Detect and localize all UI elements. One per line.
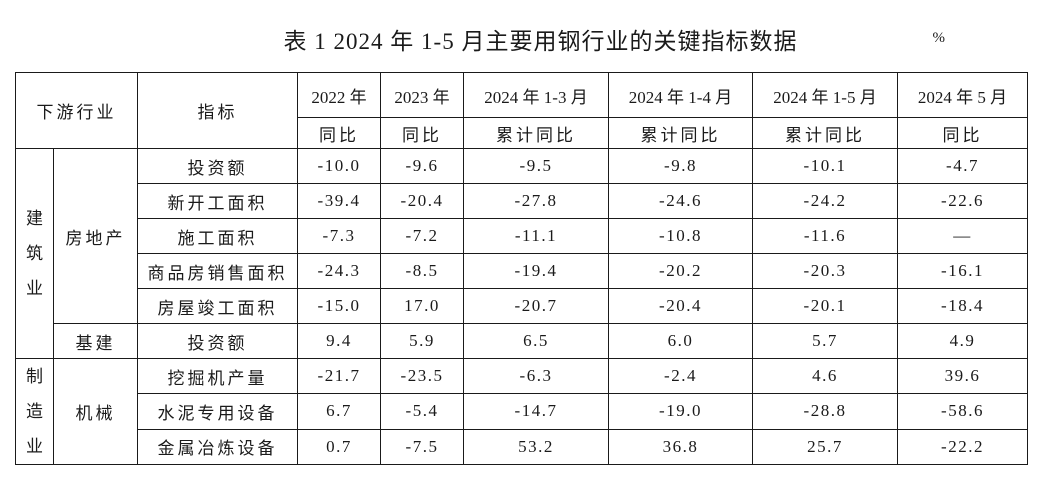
indicator-cell: 施工面积 xyxy=(137,218,298,254)
col-header-2024-5: 2024 年 5 月 xyxy=(897,72,1028,118)
table-title: 表 1 2024 年 1-5 月主要用钢行业的关键指标数据 xyxy=(283,29,798,54)
value-cell: -15.0 xyxy=(297,288,381,324)
table-row: 新开工面积 -39.4 -20.4 -27.8 -24.6 -24.2 -22.… xyxy=(16,183,1028,219)
value-cell: -9.8 xyxy=(608,148,753,184)
value-cell: 9.4 xyxy=(297,323,381,359)
value-cell: 4.9 xyxy=(897,323,1028,359)
industry-group-construction: 建筑业 xyxy=(15,148,54,359)
value-cell: -9.5 xyxy=(463,148,609,184)
value-cell: 5.7 xyxy=(752,323,898,359)
value-cell: -8.5 xyxy=(380,253,464,289)
value-cell: -14.7 xyxy=(463,393,609,430)
col-header-2022: 2022 年 xyxy=(297,72,381,118)
value-cell: -20.4 xyxy=(608,288,753,324)
header-row-periods: 下游行业 指标 2022 年 2023 年 2024 年 1-3 月 2024 … xyxy=(15,72,1028,149)
value-cell: 4.6 xyxy=(752,357,898,395)
value-cell: -24.3 xyxy=(297,253,381,289)
sub-industry-infrastructure: 基建 xyxy=(53,323,138,359)
value-cell: 6.0 xyxy=(608,323,753,359)
subheader-yoy-2023: 同比 xyxy=(380,117,464,149)
table-row: 水泥专用设备 6.7 -5.4 -14.7 -19.0 -28.8 -58.6 xyxy=(16,393,1028,430)
value-cell: -7.3 xyxy=(297,218,381,254)
value-cell: -10.0 xyxy=(297,148,381,184)
table-row: 金属冶炼设备 0.7 -7.5 53.2 36.8 25.7 -22.2 xyxy=(16,428,1028,466)
value-cell: -18.4 xyxy=(897,288,1028,324)
indicator-cell: 新开工面积 xyxy=(137,183,298,219)
table-row: 建筑业 房地产 投资额 -10.0 -9.6 -9.5 -9.8 -10.1 -… xyxy=(15,148,1028,359)
value-cell: -58.6 xyxy=(897,393,1028,430)
sub-industry-real-estate: 房地产 xyxy=(53,148,138,324)
indicator-cell: 投资额 xyxy=(137,148,298,184)
unit-percent-label: % xyxy=(932,30,946,46)
value-cell: -23.5 xyxy=(380,357,464,395)
value-cell-missing: — xyxy=(897,218,1028,254)
value-cell: 6.5 xyxy=(463,323,609,359)
value-cell: 6.7 xyxy=(297,393,381,430)
value-cell: -7.5 xyxy=(380,428,464,466)
value-cell: -22.2 xyxy=(897,428,1028,466)
value-cell: -10.8 xyxy=(608,218,753,254)
col-header-2024-1-3: 2024 年 1-3 月 xyxy=(463,72,609,118)
industry-group-manufacturing: 制造业 xyxy=(15,358,54,465)
col-header-2024-1-5: 2024 年 1-5 月 xyxy=(752,72,898,118)
sub-industry-machinery: 机械 xyxy=(53,358,138,465)
value-cell: -20.3 xyxy=(752,253,898,289)
industry-group-label: 建筑业 xyxy=(26,209,43,298)
value-cell: -7.2 xyxy=(380,218,464,254)
value-cell: 25.7 xyxy=(752,428,898,466)
table-row: 房屋竣工面积 -15.0 17.0 -20.7 -20.4 -20.1 -18.… xyxy=(16,288,1028,324)
value-cell: 5.9 xyxy=(380,323,464,359)
value-cell: -20.1 xyxy=(752,288,898,324)
indicator-cell: 水泥专用设备 xyxy=(137,393,298,430)
table-row: 商品房销售面积 -24.3 -8.5 -19.4 -20.2 -20.3 -16… xyxy=(16,253,1028,289)
indicator-cell: 商品房销售面积 xyxy=(137,253,298,289)
indicators-table: 下游行业 指标 2022 年 2023 年 2024 年 1-3 月 2024 … xyxy=(15,72,1028,466)
value-cell: -20.2 xyxy=(608,253,753,289)
header-row-measure: 同比 同比 累计同比 累计同比 累计同比 同比 xyxy=(16,117,1028,149)
value-cell: -19.0 xyxy=(608,393,753,430)
table-row: 施工面积 -7.3 -7.2 -11.1 -10.8 -11.6 — xyxy=(16,218,1028,254)
table-row: 基建 投资额 9.4 5.9 6.5 6.0 5.7 4.9 xyxy=(16,323,1028,359)
value-cell: 36.8 xyxy=(608,428,753,466)
table-row: 制造业 机械 挖掘机产量 -21.7 -23.5 -6.3 -2.4 4.6 3… xyxy=(15,357,1028,465)
subheader-yoy-2024-5: 同比 xyxy=(897,117,1028,149)
value-cell: 17.0 xyxy=(380,288,464,324)
col-header-2024-1-4: 2024 年 1-4 月 xyxy=(608,72,753,118)
indicator-cell: 挖掘机产量 xyxy=(137,357,298,395)
value-cell: -6.3 xyxy=(463,357,609,395)
value-cell: -24.2 xyxy=(752,183,898,219)
value-cell: -22.6 xyxy=(897,183,1028,219)
value-cell: -20.4 xyxy=(380,183,464,219)
header-downstream-industry: 下游行业 xyxy=(15,72,138,149)
value-cell: -10.1 xyxy=(752,148,898,184)
subheader-cum-yoy-2024-1-5: 累计同比 xyxy=(752,117,898,149)
value-cell: -9.6 xyxy=(380,148,464,184)
indicator-cell: 金属冶炼设备 xyxy=(137,428,298,466)
value-cell: -11.6 xyxy=(752,218,898,254)
value-cell: -21.7 xyxy=(297,357,381,395)
title-bar: 表 1 2024 年 1-5 月主要用钢行业的关键指标数据 % xyxy=(0,0,1043,72)
header-indicator: 指标 xyxy=(137,72,298,149)
value-cell: -24.6 xyxy=(608,183,753,219)
value-cell: -39.4 xyxy=(297,183,381,219)
indicator-cell: 投资额 xyxy=(137,323,298,359)
col-header-2023: 2023 年 xyxy=(380,72,464,118)
value-cell: -2.4 xyxy=(608,357,753,395)
value-cell: -27.8 xyxy=(463,183,609,219)
value-cell: -16.1 xyxy=(897,253,1028,289)
value-cell: 39.6 xyxy=(897,357,1028,395)
value-cell: 53.2 xyxy=(463,428,609,466)
industry-group-label: 制造业 xyxy=(26,367,43,456)
value-cell: -20.7 xyxy=(463,288,609,324)
indicator-cell: 房屋竣工面积 xyxy=(137,288,298,324)
value-cell: -28.8 xyxy=(752,393,898,430)
subheader-cum-yoy-2024-1-3: 累计同比 xyxy=(463,117,609,149)
value-cell: 0.7 xyxy=(297,428,381,466)
subheader-yoy-2022: 同比 xyxy=(297,117,381,149)
value-cell: -11.1 xyxy=(463,218,609,254)
value-cell: -4.7 xyxy=(897,148,1028,184)
value-cell: -5.4 xyxy=(380,393,464,430)
subheader-cum-yoy-2024-1-4: 累计同比 xyxy=(608,117,753,149)
value-cell: -19.4 xyxy=(463,253,609,289)
